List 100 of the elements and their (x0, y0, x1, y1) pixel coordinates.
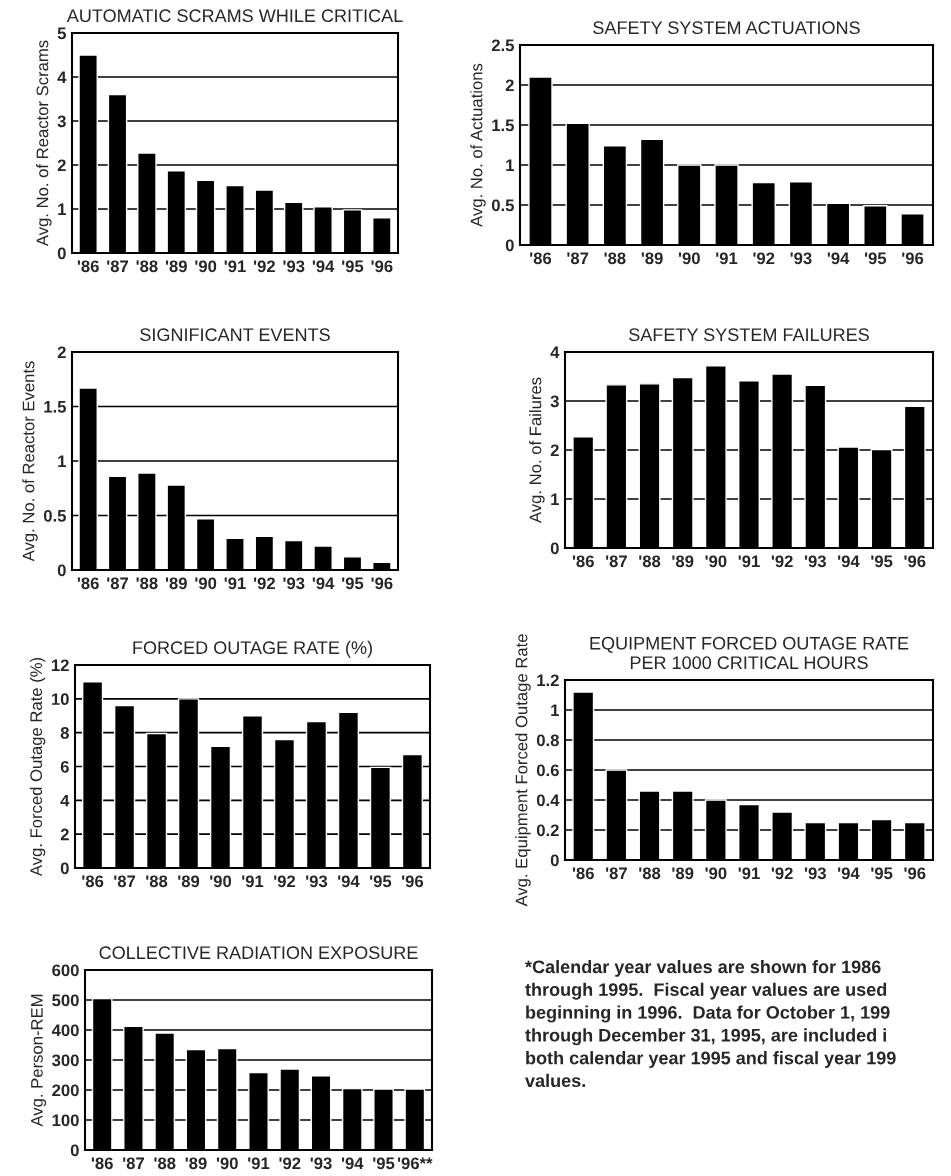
x-tick-label: '88 (146, 875, 168, 888)
y-tick-label: 4 (550, 346, 560, 359)
x-tick-label: '95 (342, 260, 364, 273)
y-tick-label: 4 (57, 71, 67, 84)
x-tick-label: '94 (838, 867, 860, 880)
x-tick-label: '94 (827, 252, 850, 265)
chart-title: FORCED OUTAGE RATE (%) (133, 640, 372, 658)
x-tick-label: '91 (716, 252, 738, 265)
x-tick-label: '93 (310, 1157, 332, 1170)
y-tick-label: 1 (58, 455, 66, 468)
y-tick-label: 1.2 (537, 674, 559, 687)
x-tick-label: '91 (224, 577, 246, 590)
x-tick-label: '94 (838, 555, 860, 568)
x-tick-label: '88 (639, 555, 661, 568)
x-tick-label: '93 (283, 577, 305, 590)
x-tick-label: '91 (738, 555, 760, 568)
y-tick-label: 2 (505, 79, 514, 92)
y-tick-label: 100 (52, 1114, 79, 1127)
y-tick-label: 0 (57, 564, 66, 577)
y-tick-label: 6 (60, 760, 69, 773)
y-tick-label: 3 (550, 395, 559, 408)
x-tick-label: '92 (279, 1157, 301, 1170)
x-tick-label: '89 (165, 260, 187, 273)
x-tick-label: '87 (123, 1157, 144, 1170)
x-tick-label: '94 (312, 577, 335, 590)
x-tick-label: '89 (165, 577, 187, 590)
y-tick-label: 12 (51, 659, 69, 672)
x-tick-label: '96 (371, 260, 393, 273)
y-axis-title: Avg. No. of Reactor Events (22, 361, 38, 562)
x-tick-label: '88 (136, 577, 158, 590)
y-tick-label: 0.5 (43, 509, 66, 522)
chart-title: SIGNIFICANT EVENTS (140, 328, 330, 342)
x-tick-label: '88 (136, 260, 158, 273)
y-tick-label: 2 (550, 444, 559, 457)
x-tick-label: '86 (530, 252, 552, 265)
x-tick-label: '92 (254, 577, 275, 590)
x-tick-label: '87 (567, 252, 589, 265)
x-tick-label: '91 (738, 867, 760, 880)
y-tick-label: 0.8 (536, 734, 559, 747)
x-tick-label: '87 (107, 577, 129, 590)
x-tick-label: '95 (871, 555, 893, 568)
x-tick-label: '91 (224, 260, 246, 273)
x-tick-label: '88 (604, 252, 626, 265)
y-axis-title: Avg. Person-REM (31, 994, 47, 1127)
x-tick-label: '93 (804, 555, 826, 568)
y-tick-label: 0.4 (536, 794, 560, 807)
y-tick-label: 4 (60, 794, 70, 807)
x-tick-label: '93 (804, 867, 826, 880)
x-tick-label: '96 (902, 252, 924, 265)
y-tick-label: 0.6 (536, 764, 559, 777)
y-tick-label: 8 (60, 727, 69, 739)
x-tick-label: '90 (705, 867, 727, 880)
y-tick-label: 3 (57, 115, 66, 128)
x-tick-label: '95 (871, 867, 893, 880)
y-tick-label: 2 (57, 159, 66, 172)
x-tick-label: '87 (114, 875, 136, 888)
y-tick-label: 1.5 (492, 119, 514, 132)
y-tick-label: 1 (551, 493, 559, 506)
y-tick-label: 10 (51, 693, 69, 706)
x-tick-label: '89 (641, 252, 663, 265)
x-tick-label: '93 (790, 252, 812, 265)
y-tick-label: 1.5 (44, 401, 66, 413)
chart-title: SAFETY SYSTEM FAILURES (629, 328, 869, 342)
y-tick-label: 0 (57, 247, 66, 260)
y-tick-label: 1 (506, 159, 514, 172)
chart-title: COLLECTIVE RADIATION EXPOSURE (99, 946, 418, 960)
x-tick-label: '89 (672, 867, 694, 880)
x-tick-label: '87 (606, 867, 627, 880)
x-tick-label: '92 (771, 867, 793, 880)
x-tick-label: '94 (312, 260, 335, 273)
x-tick-label: '90 (216, 1157, 238, 1170)
y-tick-label: 200 (52, 1084, 79, 1097)
text: *Calendar year values are shown for 1986 through 1995. Fiscal year values are used beginning in 1996. Data for October 1, 199 through December 31, 1995, are included i both calendar year 1995 and fiscal year 199 values. (525, 960, 896, 1088)
x-tick-label: '93 (283, 260, 305, 273)
x-tick-label: '95 (370, 875, 392, 888)
x-tick-label: '88 (154, 1157, 176, 1170)
y-tick-label: 400 (51, 1024, 79, 1037)
x-tick-label: '92 (274, 875, 296, 888)
y-tick-label: 1 (551, 704, 559, 717)
y-tick-label: 0 (550, 854, 559, 867)
x-tick-label: '92 (771, 555, 793, 568)
x-tick-label: '96** (397, 1157, 433, 1170)
chart-title: SAFETY SYSTEM ACTUATIONS (593, 21, 860, 35)
x-tick-label: '86 (572, 555, 594, 568)
x-tick-label: '86 (91, 1157, 113, 1170)
x-tick-label: '90 (195, 260, 217, 273)
y-axis-title: Avg. Forced Outage Rate (%) (29, 657, 46, 877)
x-tick-label: '89 (178, 875, 200, 888)
x-tick-label: '90 (210, 875, 232, 888)
y-tick-label: 5 (57, 27, 66, 40)
x-tick-label: '89 (185, 1157, 207, 1170)
x-tick-label: '96 (904, 555, 926, 568)
chart-title: AUTOMATIC SCRAMS WHILE CRITICAL (66, 9, 403, 23)
y-tick-label: 2 (57, 346, 66, 359)
x-tick-label: '96 (402, 875, 424, 888)
x-tick-label: '95 (864, 252, 887, 265)
x-tick-label: '87 (107, 260, 129, 273)
x-tick-label: '86 (572, 867, 594, 880)
x-tick-label: '94 (338, 875, 360, 888)
y-tick-label: 300 (52, 1054, 79, 1067)
